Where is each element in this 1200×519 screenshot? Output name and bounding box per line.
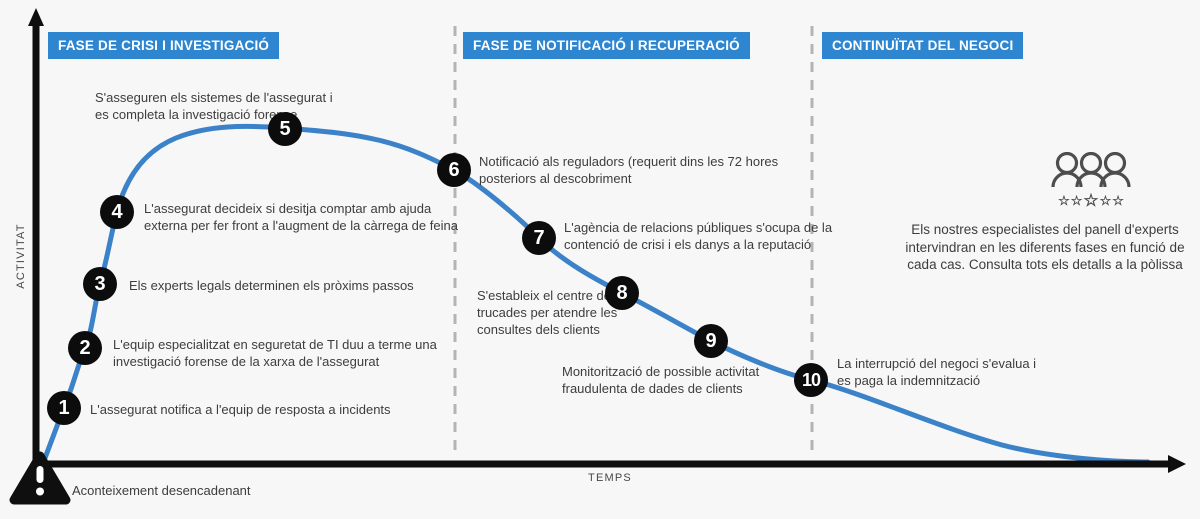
text-line: Els experts legals determinen els pròxim… [129, 278, 414, 293]
milestone-number: 7 [533, 226, 545, 249]
star-icon: ☆ [1099, 193, 1112, 208]
milestone-label-9: Monitorització de possible activitat fra… [562, 363, 759, 397]
star-icon: ☆ [1058, 193, 1070, 208]
star-icon: ☆ [1083, 191, 1099, 210]
milestone-number: 1 [58, 396, 70, 419]
milestone-circle-4: 4 [100, 195, 134, 229]
milestone-circle-3: 3 [83, 267, 117, 301]
text-line: consultes dels clients [477, 322, 600, 337]
text-line: L'equip especialitzat en seguretat de TI… [113, 337, 437, 352]
text-line: investigació forense de la xarxa de l'as… [113, 354, 380, 369]
milestone-number: 10 [801, 369, 821, 390]
text-line: externa per fer front a l'augment de la … [144, 218, 458, 233]
milestone-number: 3 [94, 272, 106, 295]
x-axis-label: TEMPS [588, 472, 632, 484]
text-line: fraudulenta de dades de clients [562, 381, 743, 396]
milestone-label-1: L'assegurat notifica a l'equip de respos… [90, 401, 391, 418]
star-icon: ☆ [1070, 193, 1083, 208]
milestone-number: 9 [705, 329, 717, 352]
people-group-icon: ☆ ☆ ☆ ☆ ☆ [1051, 151, 1131, 210]
text-line: L'assegurat decideix si desitja comptar … [144, 201, 432, 216]
expert-panel: ☆ ☆ ☆ ☆ ☆ Els nostres especialistes del … [900, 151, 1190, 274]
milestone-circle-6: 6 [437, 153, 471, 187]
text-line: L'assegurat notifica a l'equip de respos… [90, 402, 391, 417]
milestone-circle-8: 8 [605, 276, 639, 310]
milestone-number: 4 [111, 200, 123, 223]
text-line: contenció de crisi i els danys a la repu… [564, 237, 812, 252]
y-axis [28, 8, 44, 462]
text-line: trucades per atendre les [477, 305, 618, 320]
text-line: cada cas. Consulta tots els detalls a la… [907, 257, 1183, 272]
text-line: S'estableix el centre de [477, 288, 612, 303]
milestone-number: 6 [448, 158, 460, 181]
milestone-circle-10: 10 [794, 363, 828, 397]
milestone-circle-5: 5 [268, 112, 302, 146]
milestone-circle-7: 7 [522, 221, 556, 255]
milestone-number: 8 [616, 281, 628, 304]
x-axis [33, 455, 1186, 473]
milestone-circle-1: 1 [47, 391, 81, 425]
milestone-circle-9: 9 [694, 324, 728, 358]
text-line: es paga la indemnització [837, 373, 981, 388]
trigger-event-label: Aconteixement desencadenant [72, 483, 251, 498]
milestone-label-8: S'estableix el centre de trucades per at… [477, 287, 617, 338]
expert-panel-text: Els nostres especialistes del panell d'e… [900, 221, 1190, 274]
milestone-label-10: La interrupció del negoci s'evalua i es … [837, 355, 1036, 389]
milestone-number: 2 [79, 336, 91, 359]
text-line: posteriors al descobriment [479, 171, 632, 186]
text-line: intervindran en les diferents fases en f… [905, 239, 1185, 255]
phase-header-continuitat-negoci: CONTINUÏTAT DEL NEGOCI [822, 32, 1024, 59]
milestone-label-2: L'equip especialitzat en seguretat de TI… [113, 336, 437, 370]
text-line: Notificació als reguladors (requerit din… [479, 154, 779, 169]
warning-triangle-icon [9, 451, 71, 505]
five-stars-icon: ☆ ☆ ☆ ☆ ☆ [1051, 191, 1131, 210]
milestone-label-3: Els experts legals determinen els pròxim… [129, 277, 414, 294]
phase-header-notificacio-recuperacio: FASE DE NOTIFICACIÓ I RECUPERACIÓ [463, 32, 750, 59]
text-line: Monitorització de possible activitat [562, 364, 760, 379]
milestone-label-5: S'asseguren els sistemes de l'assegurat … [95, 89, 333, 123]
phase-header-crisi-investigacio: FASE DE CRISI I INVESTIGACIÓ [48, 32, 280, 59]
people-group-icon-svg [1051, 151, 1131, 188]
milestone-label-4: L'assegurat decideix si desitja comptar … [144, 200, 458, 234]
star-icon: ☆ [1112, 193, 1124, 208]
milestone-label-7: L'agència de relacions públiques s'ocupa… [564, 219, 832, 253]
text-line: L'agència de relacions públiques s'ocupa… [564, 220, 833, 235]
text-line: S'asseguren els sistemes de l'assegurat … [95, 90, 333, 105]
milestone-label-6: Notificació als reguladors (requerit din… [479, 153, 778, 187]
milestone-circle-2: 2 [68, 331, 102, 365]
text-line: es completa la investigació forense [95, 107, 298, 122]
milestone-number: 5 [279, 117, 291, 140]
y-axis-label: ACTIVITAT [15, 223, 27, 289]
text-line: La interrupció del negoci s'evalua i [837, 356, 1037, 371]
text-line: Els nostres especialistes del panell d'e… [911, 222, 1179, 237]
